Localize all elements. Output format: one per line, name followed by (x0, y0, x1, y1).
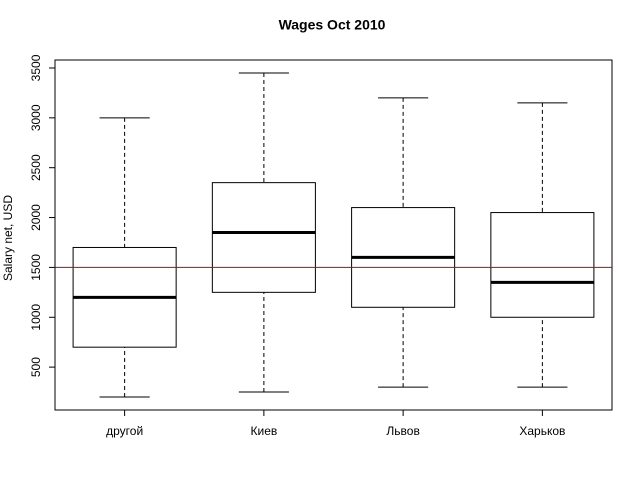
y-tick-label: 2000 (29, 204, 43, 231)
box (490, 212, 595, 318)
x-tick-label: Киев (251, 424, 278, 438)
x-tick-label: Львов (386, 424, 419, 438)
y-tick-label: 500 (29, 357, 43, 377)
y-tick-label: 1000 (29, 304, 43, 331)
y-axis-label: Salary net, USD (1, 195, 15, 281)
x-tick-label: другой (106, 424, 143, 438)
y-tick-label: 1500 (29, 254, 43, 281)
plot-frame (54, 59, 613, 411)
chart-title: Wages Oct 2010 (279, 17, 386, 33)
x-tick-label: Харьков (519, 424, 565, 438)
y-tick-label: 2500 (29, 154, 43, 181)
y-tick-label: 3000 (29, 104, 43, 131)
y-tick-label: 3500 (29, 54, 43, 81)
box (211, 182, 316, 293)
